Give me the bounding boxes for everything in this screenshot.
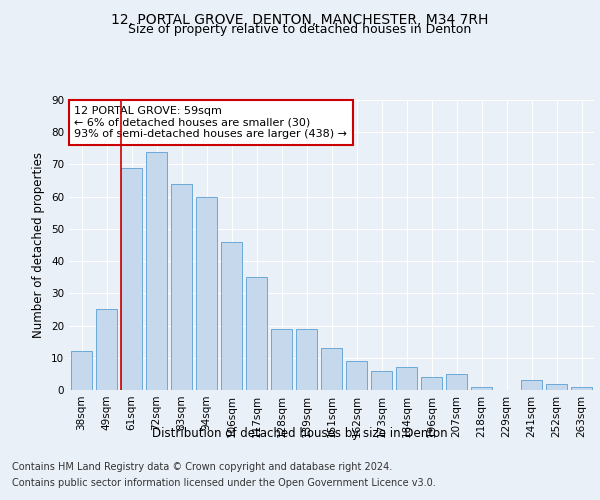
Bar [346,361,367,390]
Text: Size of property relative to detached houses in Denton: Size of property relative to detached ho… [128,22,472,36]
Bar [171,184,192,390]
Bar [571,387,592,390]
Y-axis label: Number of detached properties: Number of detached properties [32,152,46,338]
Bar [446,374,467,390]
Bar [546,384,567,390]
Bar [146,152,167,390]
Bar [396,368,417,390]
Text: Distribution of detached houses by size in Denton: Distribution of detached houses by size … [152,428,448,440]
Text: 12 PORTAL GROVE: 59sqm
← 6% of detached houses are smaller (30)
93% of semi-deta: 12 PORTAL GROVE: 59sqm ← 6% of detached … [74,106,347,139]
Bar [296,329,317,390]
Bar [471,387,492,390]
Bar [221,242,242,390]
Text: 12, PORTAL GROVE, DENTON, MANCHESTER, M34 7RH: 12, PORTAL GROVE, DENTON, MANCHESTER, M3… [112,12,488,26]
Text: Contains public sector information licensed under the Open Government Licence v3: Contains public sector information licen… [12,478,436,488]
Bar [196,196,217,390]
Text: Contains HM Land Registry data © Crown copyright and database right 2024.: Contains HM Land Registry data © Crown c… [12,462,392,472]
Bar [96,310,117,390]
Bar [121,168,142,390]
Bar [371,370,392,390]
Bar [271,329,292,390]
Bar [521,380,542,390]
Bar [321,348,342,390]
Bar [421,377,442,390]
Bar [71,352,92,390]
Bar [246,277,267,390]
